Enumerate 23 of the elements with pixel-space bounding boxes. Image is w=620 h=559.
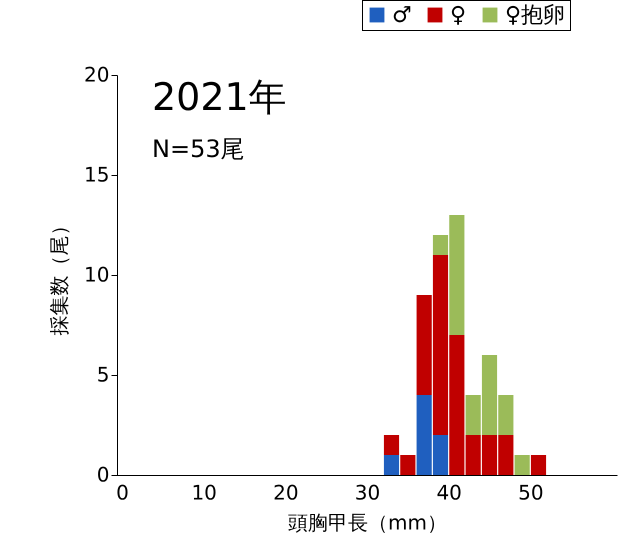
legend-label: ♀	[450, 3, 466, 28]
bar	[514, 455, 530, 475]
x-axis-title: 頭胸甲長（mm）	[288, 510, 447, 534]
y-tick-label: 5	[96, 362, 110, 386]
y-tick-label: 0	[96, 462, 110, 486]
y-tick-label: 15	[84, 162, 110, 186]
bar	[384, 455, 400, 475]
bar	[384, 435, 400, 455]
bar	[400, 455, 416, 475]
bar	[530, 455, 546, 475]
legend-label: ♂	[392, 3, 412, 28]
annotation: 2021年	[152, 75, 287, 119]
x-tick-label: 30	[354, 480, 380, 504]
x-tick-label: 10	[191, 480, 217, 504]
x-tick-label: 40	[436, 480, 462, 504]
legend-label: ♀抱卵	[505, 3, 566, 28]
y-tick-label: 10	[84, 262, 110, 286]
y-tick-label: 20	[84, 62, 110, 86]
y-axis-title: 採集数（尾）	[47, 216, 72, 336]
x-tick-label: 20	[273, 480, 299, 504]
x-tick-label: 50	[518, 480, 544, 504]
annotation: N=53尾	[152, 135, 245, 163]
x-tick-label: 0	[116, 480, 129, 504]
